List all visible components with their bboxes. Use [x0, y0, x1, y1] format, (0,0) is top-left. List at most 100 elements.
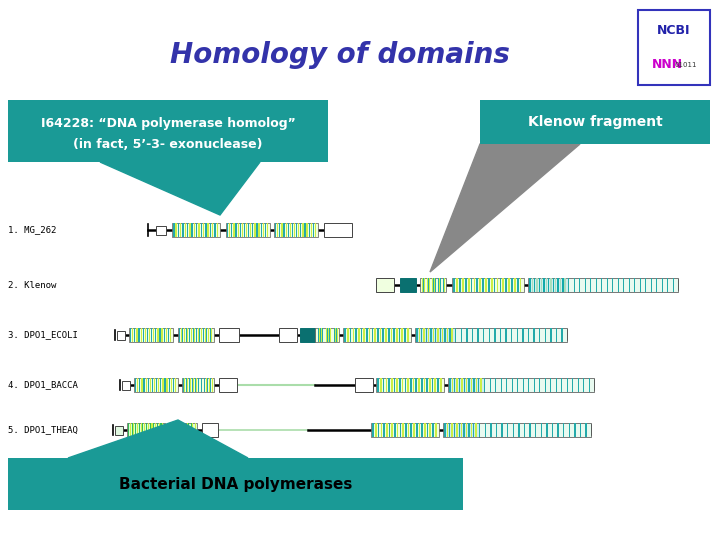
Bar: [132, 328, 133, 342]
Bar: [415, 378, 417, 392]
Bar: [175, 378, 176, 392]
Bar: [156, 226, 166, 234]
Bar: [583, 378, 585, 392]
Bar: [279, 223, 281, 237]
Bar: [564, 278, 566, 292]
Bar: [201, 223, 202, 237]
Bar: [437, 378, 438, 392]
Bar: [127, 423, 165, 437]
Bar: [464, 423, 465, 437]
Bar: [355, 378, 373, 392]
Bar: [585, 423, 587, 437]
Bar: [483, 328, 485, 342]
Bar: [473, 423, 474, 437]
Bar: [189, 223, 191, 237]
Bar: [496, 423, 498, 437]
Bar: [550, 328, 552, 342]
Bar: [189, 328, 190, 342]
Bar: [179, 328, 180, 342]
Bar: [399, 328, 400, 342]
Bar: [489, 328, 490, 342]
Bar: [529, 423, 531, 437]
Text: 4. DPO1_BACCA: 4. DPO1_BACCA: [8, 381, 78, 389]
Bar: [441, 278, 442, 292]
Bar: [500, 378, 502, 392]
Bar: [184, 223, 186, 237]
Bar: [252, 223, 253, 237]
Bar: [388, 378, 390, 392]
Bar: [468, 423, 469, 437]
Bar: [151, 423, 153, 437]
Bar: [410, 378, 412, 392]
Bar: [175, 423, 176, 437]
Bar: [464, 378, 465, 392]
Bar: [146, 423, 147, 437]
Bar: [455, 328, 456, 342]
Bar: [465, 278, 467, 292]
Bar: [440, 328, 441, 342]
Bar: [385, 328, 387, 342]
Bar: [500, 278, 501, 292]
Bar: [372, 328, 373, 342]
Bar: [248, 223, 249, 237]
Bar: [394, 378, 395, 392]
Bar: [557, 423, 559, 437]
Bar: [480, 278, 481, 292]
Bar: [157, 328, 158, 342]
Bar: [577, 378, 579, 392]
Bar: [139, 378, 140, 392]
Bar: [244, 223, 245, 237]
Bar: [451, 328, 453, 342]
Bar: [168, 378, 170, 392]
Bar: [207, 378, 208, 392]
Bar: [158, 423, 160, 437]
Bar: [449, 378, 451, 392]
Bar: [568, 278, 678, 292]
Bar: [376, 378, 444, 392]
Bar: [184, 328, 185, 342]
Bar: [418, 378, 420, 392]
Bar: [138, 328, 140, 342]
Bar: [277, 223, 279, 237]
Bar: [379, 328, 382, 342]
Bar: [189, 378, 190, 392]
Bar: [380, 378, 382, 392]
Bar: [517, 328, 518, 342]
Bar: [198, 328, 199, 342]
Bar: [429, 423, 431, 437]
Bar: [462, 278, 464, 292]
Bar: [503, 278, 504, 292]
Bar: [130, 423, 131, 437]
Bar: [399, 378, 401, 392]
Bar: [344, 328, 346, 342]
Bar: [562, 328, 563, 342]
Bar: [432, 423, 434, 437]
Bar: [544, 378, 546, 392]
Bar: [194, 223, 195, 237]
Bar: [443, 423, 479, 437]
Bar: [506, 378, 508, 392]
Bar: [479, 423, 591, 437]
Bar: [454, 378, 456, 392]
Polygon shape: [68, 420, 248, 458]
Bar: [672, 278, 674, 292]
Bar: [195, 423, 196, 437]
Bar: [182, 378, 214, 392]
Bar: [563, 423, 564, 437]
Bar: [210, 328, 211, 342]
Bar: [347, 328, 348, 342]
Bar: [376, 278, 394, 292]
Bar: [137, 378, 138, 392]
Bar: [497, 278, 498, 292]
Bar: [172, 223, 220, 237]
Bar: [476, 378, 477, 392]
Text: Klenow fragment: Klenow fragment: [528, 115, 662, 129]
Bar: [553, 278, 554, 292]
Bar: [446, 423, 448, 437]
Bar: [400, 278, 416, 292]
Bar: [544, 328, 546, 342]
Bar: [656, 278, 657, 292]
Bar: [479, 423, 480, 437]
Bar: [484, 378, 594, 392]
Bar: [454, 278, 455, 292]
